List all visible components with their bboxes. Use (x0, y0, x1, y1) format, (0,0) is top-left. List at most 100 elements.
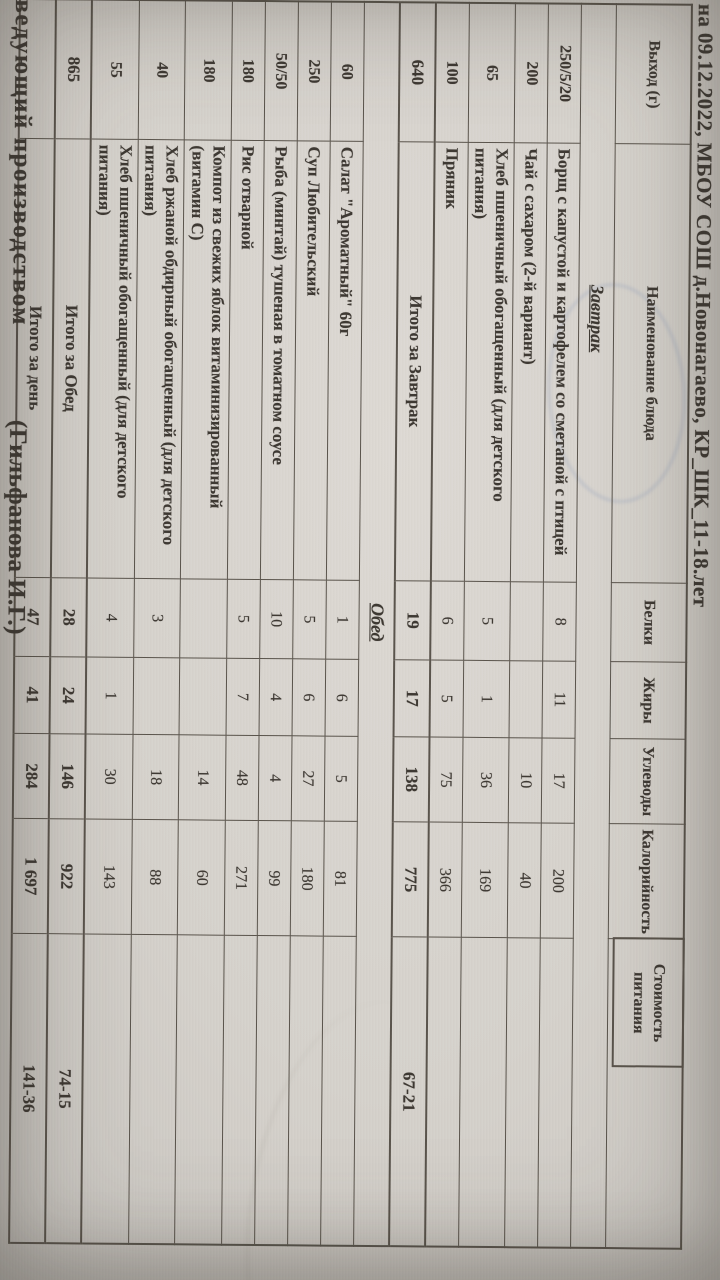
cell-cost: 67-21 (388, 937, 428, 1247)
cell-kcal: 81 (322, 821, 357, 937)
cell-out: 250 (296, 1, 331, 142)
cell-carbs: 36 (461, 737, 510, 823)
cell-carbs: 17 (541, 737, 576, 824)
cell-fat: 6 (291, 658, 326, 737)
cell-fat: 17 (393, 659, 430, 737)
section-label: Обед (366, 602, 388, 642)
cell-name: Рис отварной (226, 140, 264, 580)
cell-cost (537, 938, 574, 1249)
cell-fat (509, 660, 543, 738)
cell-out: 865 (54, 0, 93, 140)
cell-out: 100 (434, 2, 469, 143)
cell-protein: 19 (393, 580, 431, 661)
cell-name: Салат "Ароматный" 60г (325, 141, 363, 581)
cell-name: Пряник (430, 142, 468, 582)
cell-fat: 7 (225, 658, 260, 736)
cell-kcal: 60 (177, 819, 225, 936)
section-label: Завтрак (586, 284, 608, 353)
cell-cost (424, 937, 461, 1248)
cell-out: 55 (90, 0, 140, 140)
footer-position-label: заведующий производством (7, 0, 38, 327)
cell-cost (128, 934, 178, 1245)
column-header-box: Стоимость питания (611, 937, 685, 1069)
cell-protein: 10 (259, 579, 293, 659)
table-header-row: Выход (г) Наименование блюда Белки Жиры Угле… (606, 4, 692, 1249)
cell-kcal: 366 (427, 821, 462, 938)
cell-out: 640 (398, 2, 436, 143)
cell-kcal: 271 (223, 820, 258, 936)
cell-fat: 5 (429, 660, 464, 738)
cell-protein (509, 581, 544, 661)
cell-name: Хлеб ржаной обдирный обогащенный (для де… (133, 139, 185, 579)
cell-out: 180 (184, 0, 232, 141)
cell-kcal: 88 (130, 819, 179, 936)
cell-kcal: 180 (289, 820, 324, 937)
cell-carbs: 138 (392, 736, 430, 822)
cell-carbs: 10 (508, 737, 543, 823)
column-header-6: Стоимость питания (606, 937, 685, 1249)
cell-name: Итого за Завтрак (394, 141, 435, 582)
cell-out: 65 (467, 2, 516, 143)
cell-carbs: 48 (224, 735, 259, 821)
cell-protein: 6 (429, 581, 464, 661)
cell-cost (504, 938, 541, 1248)
cell-name: Борщ с капустой и картофелем со сметаной… (543, 143, 581, 583)
column-header-4: Углеводы (609, 738, 686, 825)
cell-protein: 1 (325, 580, 359, 660)
cell-kcal: 40 (507, 822, 542, 939)
cell-cost (81, 934, 131, 1245)
cell-carbs: 30 (84, 734, 133, 820)
cell-out: 40 (137, 0, 186, 140)
cell-fat: 6 (324, 659, 359, 737)
cell-carbs: 18 (131, 734, 180, 820)
cell-name: Рыба (минтай) тушеная в томатном соусе (259, 140, 297, 580)
cell-fat: 11 (542, 660, 576, 739)
cell-carbs: 27 (290, 735, 325, 822)
column-header-2: Белки (610, 582, 687, 663)
cell-fat: 1 (462, 660, 510, 738)
cell-fat (132, 657, 180, 735)
cell-kcal: 143 (83, 818, 132, 935)
cell-kcal: 200 (540, 822, 575, 939)
cell-protein: 8 (542, 581, 577, 662)
cell-fat: 4 (258, 658, 293, 736)
cell-cost: 74-15 (45, 934, 84, 1244)
column-header-3: Жиры (610, 661, 687, 740)
column-header-0: Выход (г) (615, 4, 692, 145)
menu-table: Выход (г) Наименование блюда Белки Жиры Угле… (8, 0, 693, 1251)
cell-carbs: 5 (323, 736, 358, 822)
cell-protein: 4 (86, 578, 134, 658)
cell-carbs: 4 (257, 735, 292, 821)
cell-kcal: 169 (460, 822, 509, 939)
column-header-5: Калорийность (608, 823, 685, 940)
column-header-1: Наименование блюда (611, 143, 691, 584)
cell-cost (221, 935, 257, 1246)
cell-out: 180 (230, 0, 265, 141)
cell-protein: 3 (133, 578, 181, 658)
cell-out: 250/5/20 (547, 3, 582, 144)
cell-cost (458, 937, 508, 1248)
cell-kcal: 775 (391, 821, 429, 938)
cell-cost (287, 936, 323, 1247)
cell-fat: 24 (49, 656, 87, 735)
cell-name: Чай с сахаром (2-й вариант) (510, 142, 548, 582)
cell-protein (179, 578, 227, 659)
cell-protein: 5 (292, 579, 326, 660)
cell-name: Хлеб пшеничный обогащенный (для детского… (87, 139, 138, 579)
cell-kcal: 922 (47, 818, 85, 935)
cell-protein: 5 (226, 579, 260, 659)
cell-protein: 5 (463, 581, 511, 661)
cell-name: Компот из свежих яблок витаминизированны… (180, 139, 231, 580)
cell-out: 200 (514, 3, 549, 144)
cell-carbs: 14 (178, 734, 226, 821)
cell-fat: 1 (85, 657, 134, 735)
cell-protein: 28 (50, 577, 88, 658)
cell-kcal: 99 (256, 820, 291, 937)
cell-cost (174, 935, 224, 1246)
cell-cost (320, 936, 356, 1247)
cell-carbs: 146 (48, 733, 86, 819)
cell-fat (179, 657, 227, 736)
cell-cost (254, 935, 290, 1246)
cell-name: Итого за Обед (51, 138, 91, 579)
